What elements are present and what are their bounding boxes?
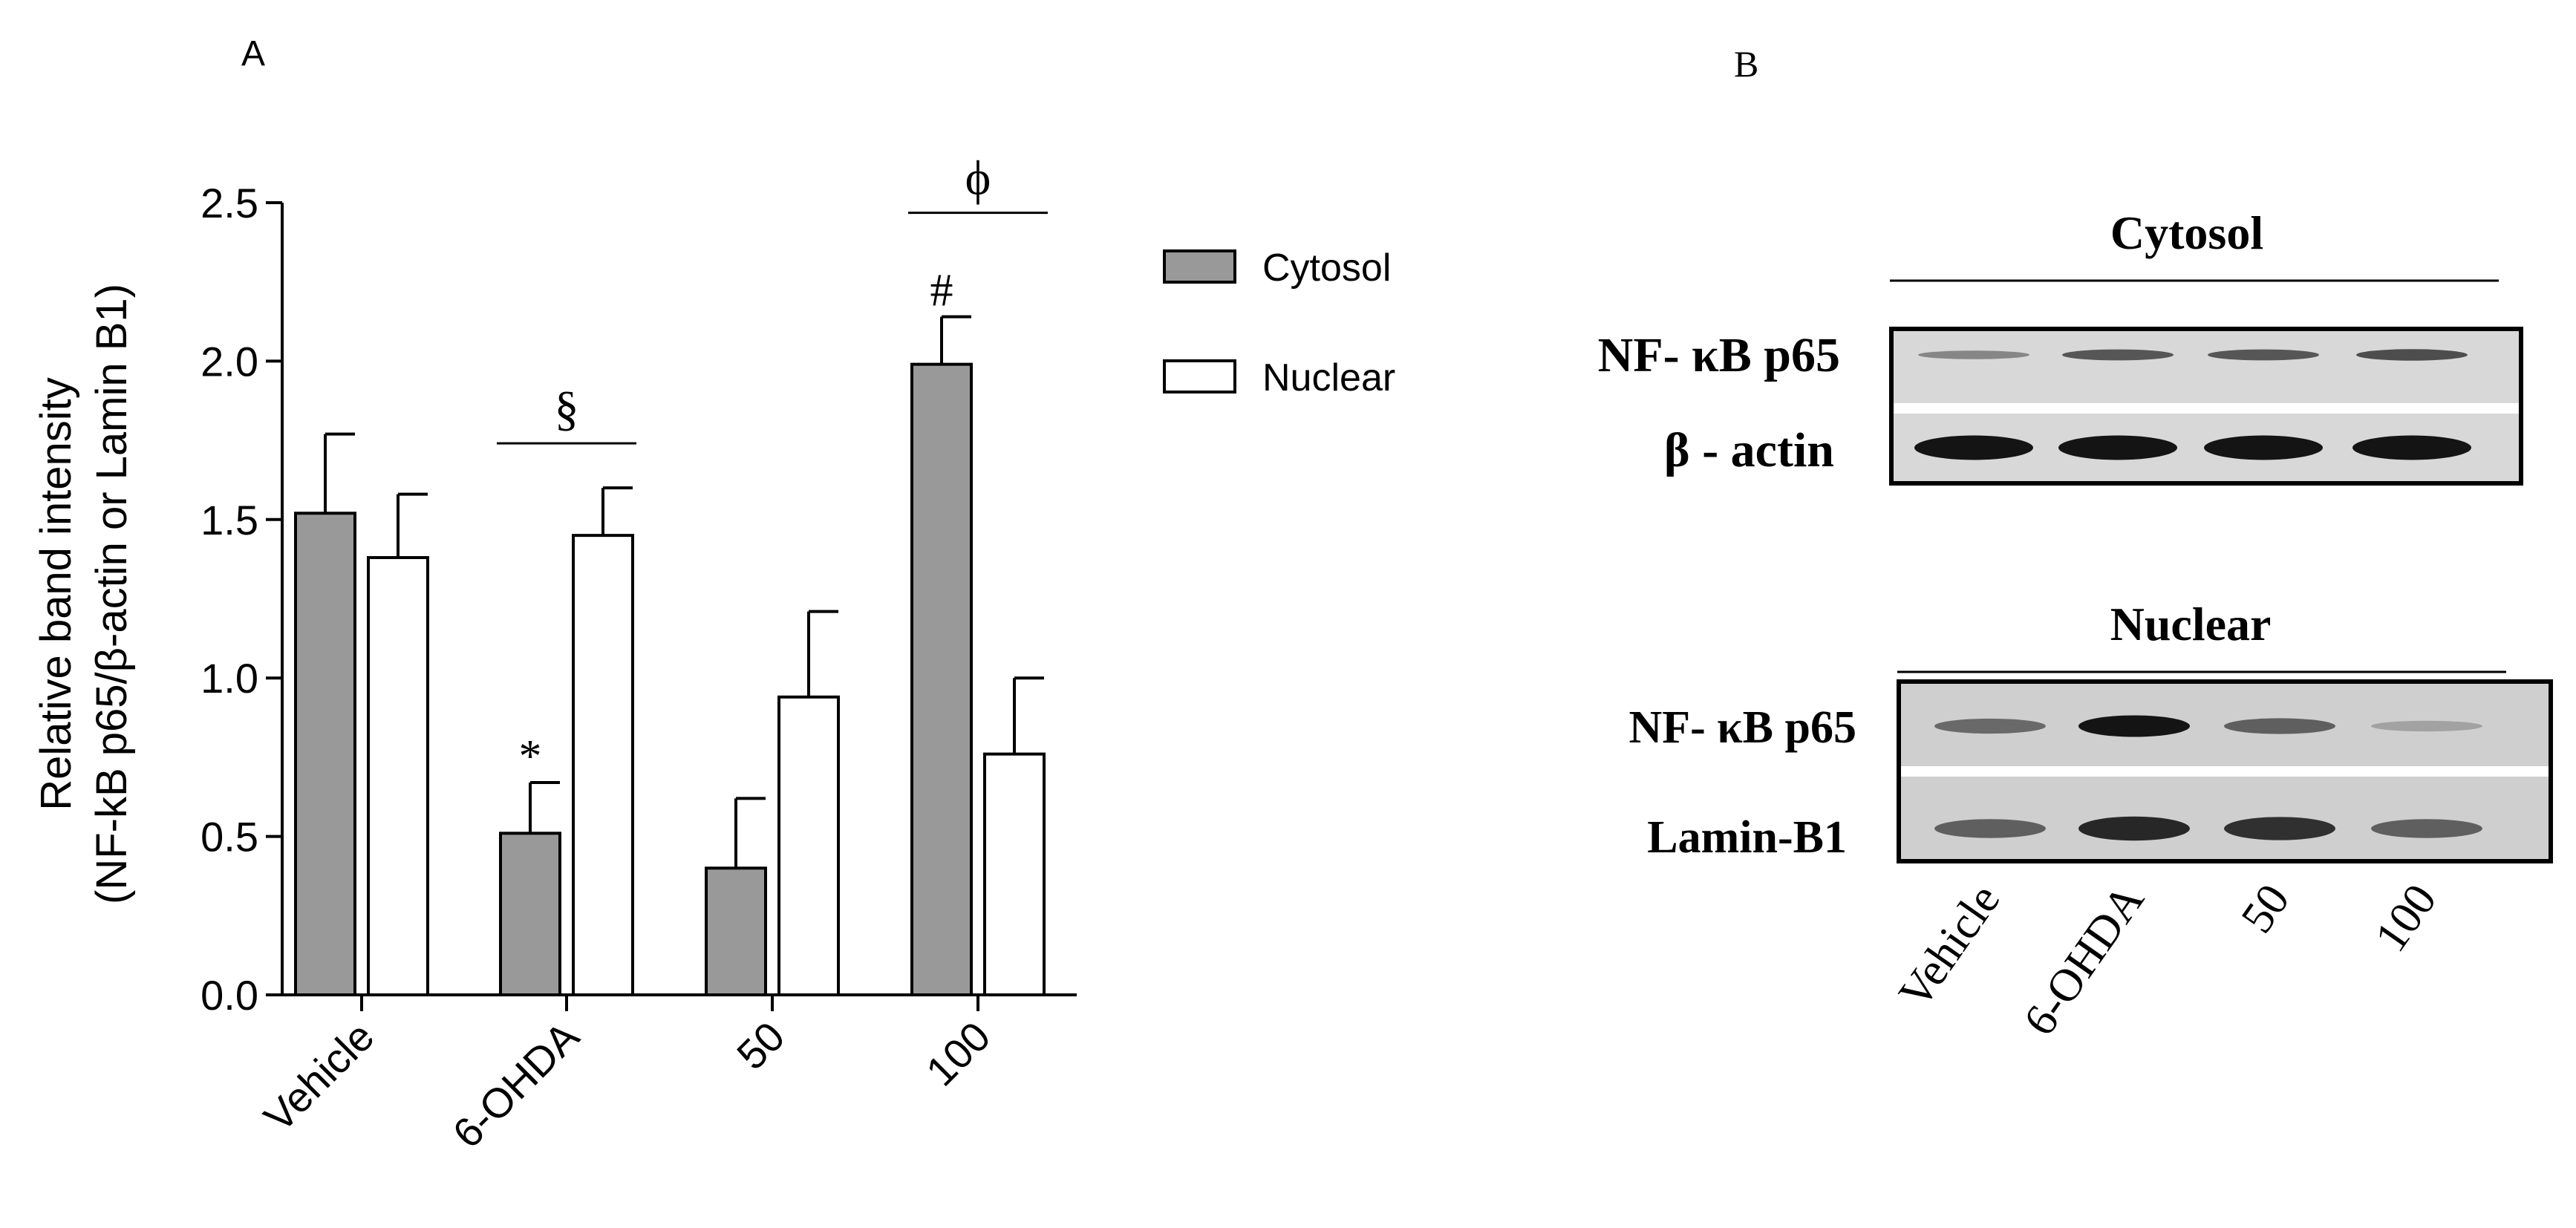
significance-marker: * [519,731,542,782]
x-tick-label: 100 [917,1013,1000,1095]
cytosol-nfkb-bands [1918,349,2468,361]
bar-cytosol-2 [705,866,767,997]
lane-label: 100 [2365,875,2446,961]
y-axis-label-line2: (NF-kB p65/β-actin or Lamin B1) [88,284,136,904]
band-nuc_lamin-2 [2224,817,2335,840]
y-tick-label: 2.5 [200,180,258,226]
nuclear-lamin-bands [1934,816,2482,841]
lane-label: 6-OHDA [2014,875,2153,1045]
bar-cytosol-0 [294,512,356,996]
bar-cytosol-1 [499,832,561,997]
x-tick-label: Vehicle [255,1013,382,1140]
panel-a-label: A [241,34,265,74]
y-tick-label: 0.0 [200,972,258,1019]
band-nuc_lamin-1 [2078,816,2190,841]
band-cyto_actin-0 [1914,435,2033,460]
cytosol-header: Cytosol [2110,206,2263,259]
bar-group [294,315,1046,997]
legend-swatch-nuclear [1163,359,1236,393]
significance-marker: # [930,266,953,316]
y-axis-label-line1: Relative band intensity [32,377,80,811]
band-cyto_nfkb-1 [2062,349,2174,361]
legend-swatch-cytosol [1163,249,1236,284]
band-nuc_nfkb-2 [2224,718,2335,734]
band-nuc_lamin-3 [2371,819,2482,838]
band-cyto_nfkb-3 [2356,349,2468,361]
legend-label-nuclear: Nuclear [1262,356,1395,399]
band-nuc_nfkb-0 [1934,718,2046,734]
lane-label: Vehicle [1889,875,2009,1017]
bar-nuclear-3 [983,752,1046,997]
x-ticks: Vehicle 6-OHDA 50 100 [255,995,999,1157]
band-cyto_actin-2 [2204,435,2323,460]
band-nuc_lamin-0 [1934,819,2046,838]
band-cyto_nfkb-0 [1918,350,2029,359]
bar-cytosol-3 [910,362,973,996]
nuclear-blot-separator [1901,766,2549,777]
cytosol-blot-separator [1894,403,2519,414]
x-tick-label: 6-OHDA [443,1012,588,1157]
band-cyto_actin-3 [2352,435,2471,460]
y-tick-label: 1.0 [200,655,258,702]
bar-nuclear-0 [367,556,429,996]
band-cyto_actin-1 [2058,435,2177,460]
legend-label-cytosol: Cytosol [1262,246,1391,290]
y-tick-label: 2.0 [200,338,258,385]
legend: Cytosol Nuclear [1163,246,1395,399]
row-label-nuclear-nfkb: NF- κB p65 [1628,702,1856,753]
y-ticks: 0.0 0.5 1.0 1.5 2.0 2.5 [200,180,282,1019]
nuclear-header: Nuclear [2110,598,2272,650]
y-axis-title: Relative band intensity (NF-kB p65/β-act… [32,284,136,904]
lane-labels: Vehicle 6-OHDA 50 100 [1889,875,2446,1045]
axes [281,203,1077,996]
band-nuc_nfkb-1 [2078,715,2190,737]
significance-symbol: ϕ [965,151,991,206]
x-tick-label: 50 [728,1013,794,1079]
band-nuc_nfkb-3 [2371,720,2482,732]
bar-nuclear-2 [777,695,840,996]
row-label-cytosol-nfkb: NF- κB p65 [1598,328,1840,382]
significance-symbol: § [555,382,579,436]
row-label-nuclear-lamin: Lamin-B1 [1647,812,1847,863]
y-tick-label: 1.5 [200,497,258,543]
cytosol-actin-bands [1914,435,2471,460]
bar-nuclear-1 [572,534,634,996]
lane-label: 50 [2231,875,2299,942]
western-blot: Cytosol NF- κB p65 β - actin Nuclear NF-… [1598,206,2553,1045]
panel-b-label: B [1734,43,1758,85]
annotations: * # § ϕ [497,151,1048,782]
y-tick-label: 0.5 [200,814,258,860]
band-cyto_nfkb-2 [2208,349,2319,361]
row-label-cytosol-actin: β - actin [1664,423,1834,477]
nuclear-nfkb-bands [1934,715,2482,737]
